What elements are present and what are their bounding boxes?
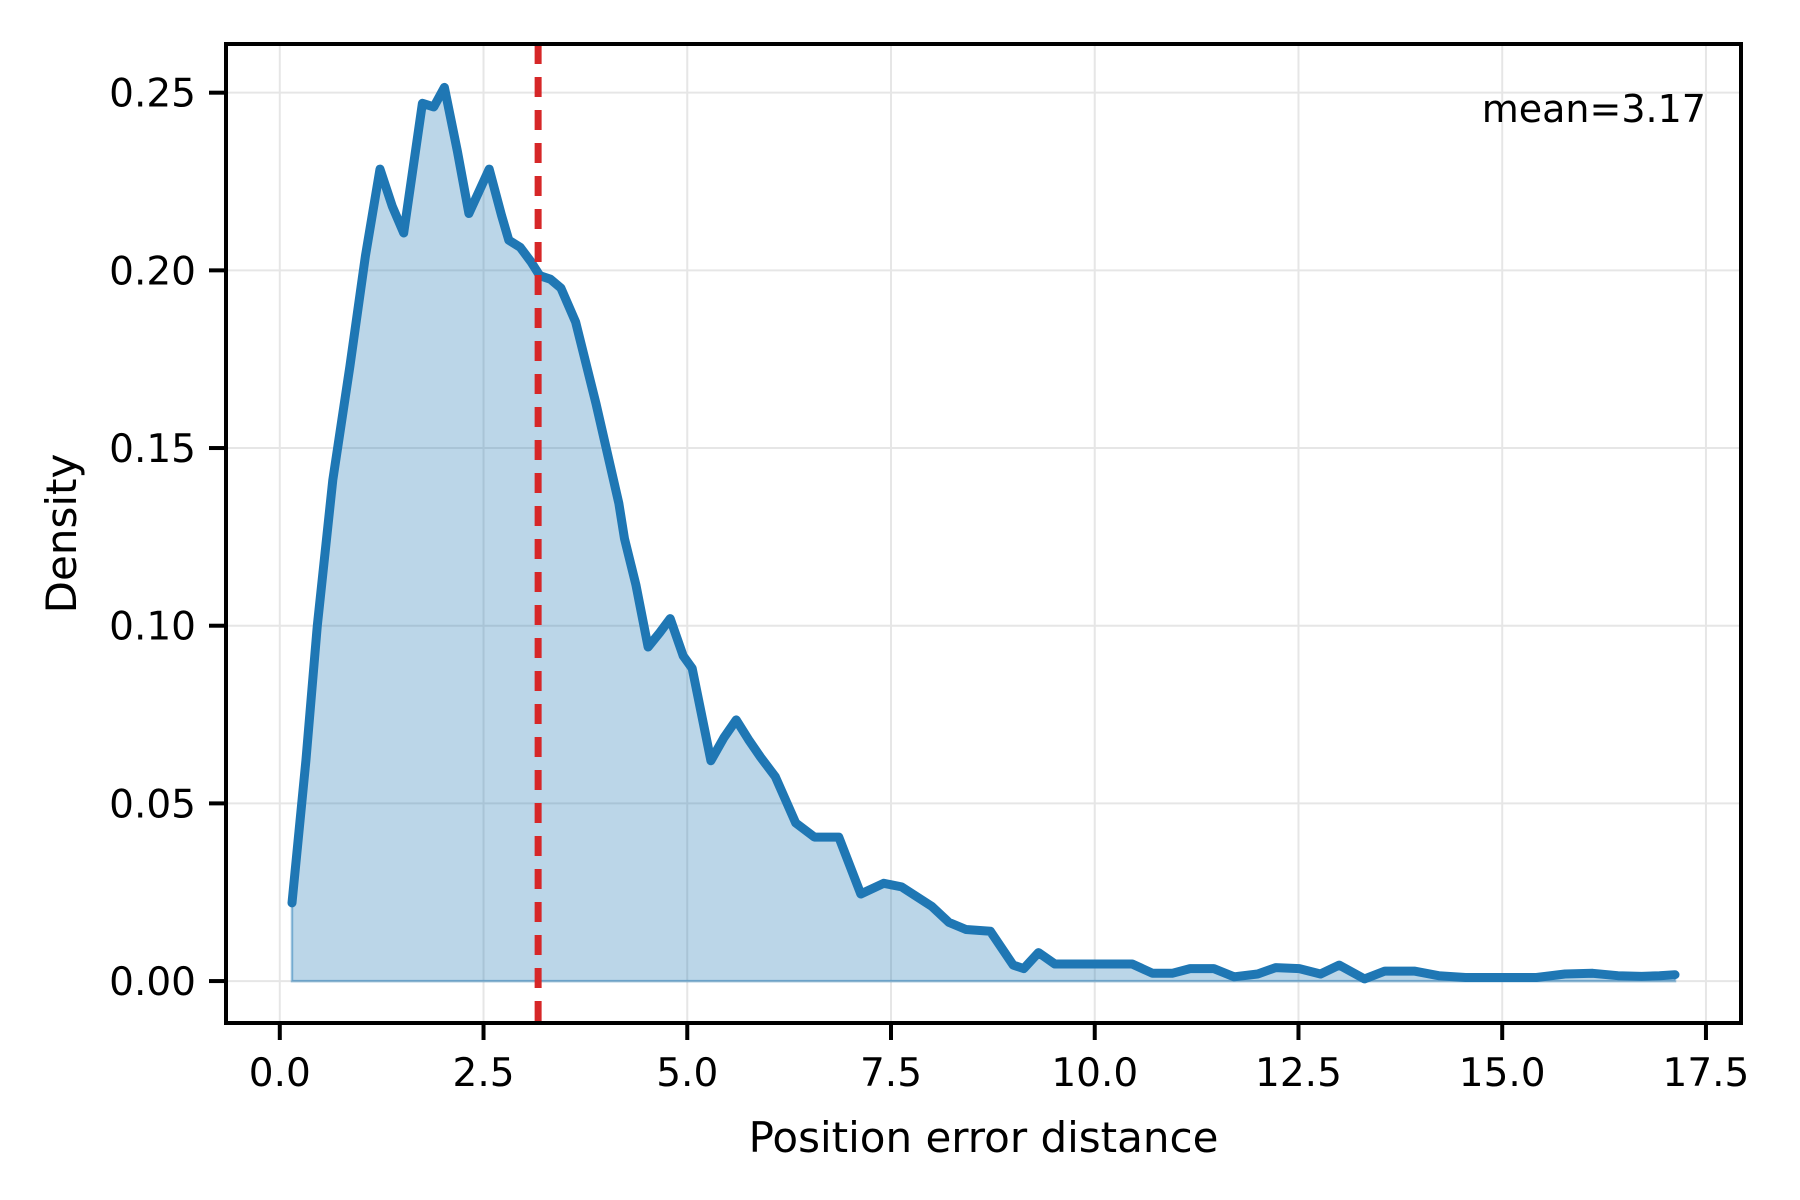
svg-text:17.5: 17.5 — [1663, 1051, 1750, 1096]
svg-text:2.5: 2.5 — [453, 1051, 515, 1096]
svg-text:15.0: 15.0 — [1459, 1051, 1546, 1096]
svg-text:0.05: 0.05 — [109, 782, 196, 827]
y-tick-labels: 0.00 0.05 0.10 0.15 0.20 0.25 — [109, 72, 196, 1005]
svg-text:0.25: 0.25 — [109, 72, 196, 117]
density-curve-line — [287, 82, 1680, 984]
axis-ticks — [209, 90, 1708, 1040]
svg-text:0.10: 0.10 — [109, 605, 196, 650]
svg-text:0.00: 0.00 — [109, 960, 196, 1005]
svg-text:12.5: 12.5 — [1255, 1051, 1342, 1096]
svg-text:0.0: 0.0 — [249, 1051, 311, 1096]
x-axis-label: Position error distance — [749, 1113, 1219, 1162]
svg-text:5.0: 5.0 — [656, 1051, 718, 1096]
svg-text:7.5: 7.5 — [860, 1051, 922, 1096]
svg-text:0.20: 0.20 — [109, 249, 196, 294]
x-tick-labels: 0.0 2.5 5.0 7.5 10.0 12.5 15.0 17.5 — [249, 1051, 1750, 1096]
gridlines — [226, 44, 1741, 1023]
y-axis-label: Density — [37, 454, 86, 614]
mean-annotation: mean=3.17 — [1482, 87, 1706, 131]
plot-border — [224, 42, 1743, 1025]
svg-text:0.15: 0.15 — [109, 427, 196, 472]
svg-text:10.0: 10.0 — [1051, 1051, 1138, 1096]
